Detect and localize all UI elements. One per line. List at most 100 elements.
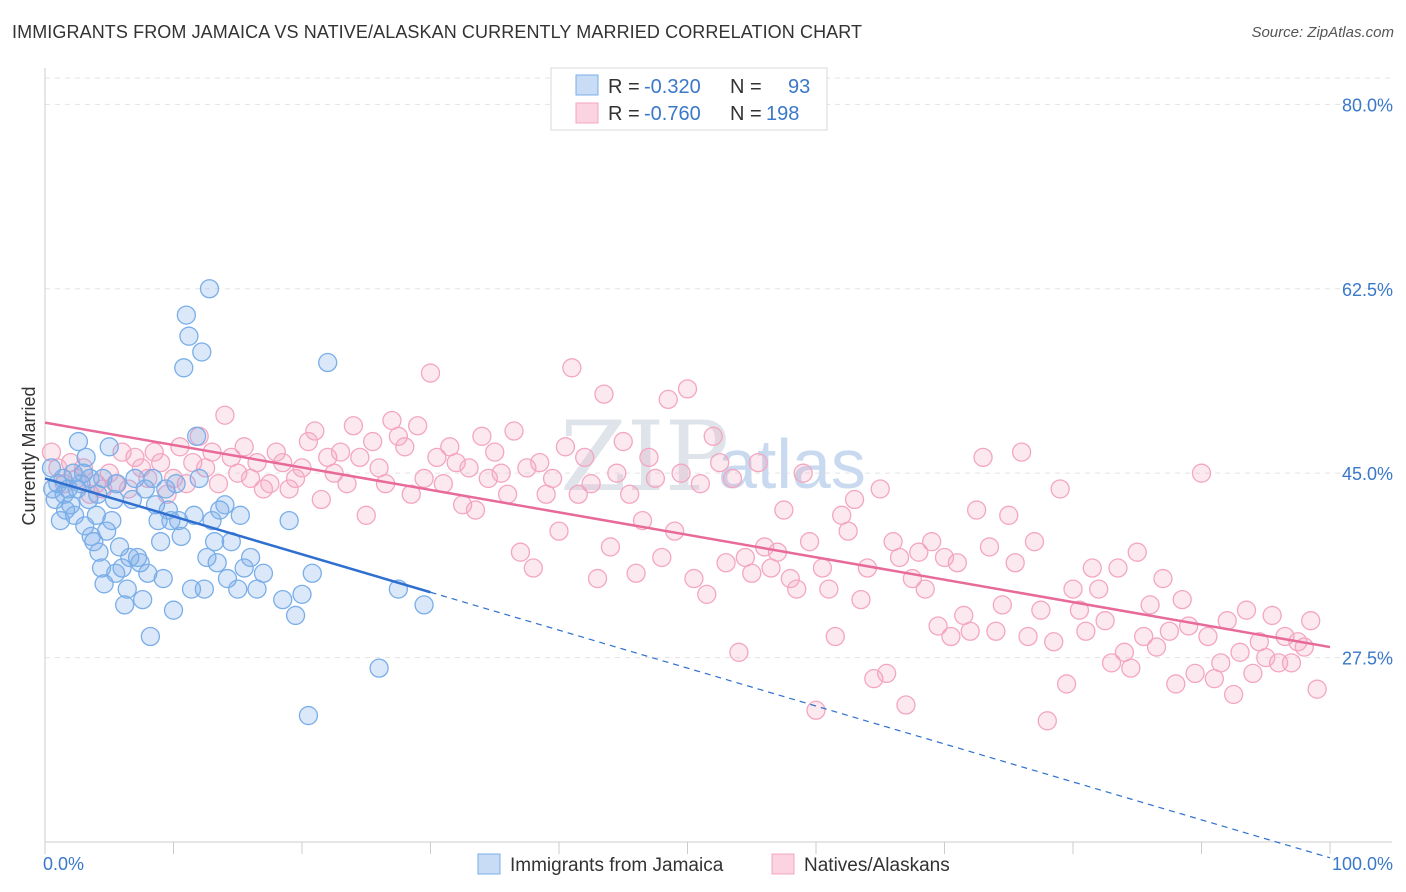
point-natives-35	[266, 442, 286, 462]
series-natives-alaskans	[41, 358, 1327, 731]
point-natives-103	[703, 426, 723, 446]
y-axis-label: Currently Married	[19, 386, 39, 525]
point-natives-177	[1179, 616, 1199, 636]
point-natives-146	[979, 537, 1000, 557]
point-jamaica-35	[112, 558, 132, 578]
series-immigrants-jamaica	[41, 279, 434, 726]
correlation-legend: R = -0.320 N = 93 R = -0.760 N = 198	[550, 67, 828, 131]
point-natives-73	[510, 542, 531, 562]
point-natives-117	[793, 463, 813, 483]
bottom-legend-label-jamaica: Immigrants from Jamaica	[510, 855, 724, 876]
point-jamaica-80	[240, 547, 261, 568]
point-natives-129	[870, 479, 890, 499]
point-natives-143	[960, 621, 980, 641]
point-natives-124	[838, 521, 858, 541]
point-natives-176	[1172, 589, 1192, 610]
point-jamaica-73	[210, 500, 230, 520]
point-natives-138	[928, 616, 948, 636]
point-jamaica-70	[202, 510, 222, 531]
point-jamaica-45	[138, 563, 158, 583]
point-natives-102	[697, 584, 717, 605]
point-natives-175	[1166, 674, 1186, 694]
point-jamaica-42	[130, 553, 150, 573]
point-natives-57	[407, 416, 428, 436]
point-jamaica-58	[171, 526, 191, 547]
bottom-legend-swatch-jamaica	[477, 853, 501, 875]
point-natives-197	[1307, 679, 1327, 699]
point-natives-156	[1044, 632, 1064, 652]
point-natives-136	[915, 579, 935, 599]
point-natives-85	[587, 568, 608, 589]
point-jamaica-67	[194, 579, 214, 599]
point-jamaica-15	[73, 463, 94, 483]
point-jamaica-82	[253, 563, 274, 583]
point-natives-110	[748, 452, 768, 473]
point-natives-170	[1134, 626, 1154, 647]
legend-r-label-1: R =	[608, 76, 640, 98]
legend-swatch-jamaica	[575, 74, 599, 96]
point-jamaica-65	[189, 468, 209, 489]
point-natives-96	[658, 389, 678, 410]
point-jamaica-41	[127, 547, 148, 568]
point-natives-137	[922, 532, 942, 552]
point-natives-155	[1037, 711, 1057, 731]
point-natives-84	[581, 474, 601, 494]
point-natives-75	[523, 558, 543, 578]
point-natives-133	[896, 695, 916, 715]
point-jamaica-30	[102, 510, 122, 531]
point-natives-13	[125, 447, 145, 468]
point-natives-164	[1095, 611, 1115, 631]
point-natives-45	[330, 442, 351, 462]
point-natives-130	[877, 663, 897, 684]
legend-n-value-2: 198	[766, 103, 799, 125]
point-natives-76	[530, 452, 550, 473]
point-jamaica-88	[302, 563, 322, 583]
point-natives-48	[350, 447, 370, 468]
trend-lines	[44, 421, 1331, 859]
watermark: ZIP atlas	[560, 401, 866, 513]
point-jamaica-83	[273, 589, 293, 610]
point-natives-94	[645, 468, 666, 489]
point-jamaica-64	[186, 426, 207, 446]
point-natives-119	[806, 700, 826, 720]
point-natives-55	[395, 437, 415, 457]
point-natives-126	[851, 589, 871, 610]
point-natives-149	[999, 505, 1019, 525]
point-natives-187	[1243, 663, 1263, 684]
point-natives-101	[690, 474, 710, 494]
point-jamaica-55	[163, 600, 184, 620]
point-natives-122	[825, 626, 845, 647]
point-natives-115	[780, 568, 800, 589]
point-natives-135	[909, 542, 929, 562]
point-jamaica-51	[153, 568, 173, 589]
point-natives-141	[947, 553, 967, 573]
point-natives-160	[1069, 600, 1090, 620]
point-jamaica-77	[228, 579, 248, 599]
point-jamaica-20	[81, 526, 101, 547]
point-natives-184	[1223, 684, 1244, 705]
point-natives-105	[716, 553, 736, 573]
point-jamaica-29	[99, 437, 119, 457]
point-natives-196	[1301, 611, 1321, 631]
series-legend: Immigrants from Jamaica Natives/Alaskans	[477, 853, 950, 876]
point-natives-100	[684, 568, 704, 589]
point-jamaica-21	[84, 532, 104, 552]
y-tick-label-3: 80.0%	[1342, 95, 1393, 115]
point-natives-59	[420, 363, 441, 383]
point-natives-50	[363, 431, 383, 452]
chart-title: IMMIGRANTS FROM JAMAICA VS NATIVE/ALASKA…	[12, 22, 863, 42]
watermark-zip: ZIP	[560, 401, 729, 513]
point-jamaica-84	[279, 510, 299, 531]
point-natives-147	[986, 621, 1006, 641]
point-jamaica-78	[230, 505, 250, 525]
legend-n-label-2: N =	[730, 103, 762, 125]
point-jamaica-56	[166, 474, 186, 494]
point-natives-90	[620, 484, 640, 504]
point-natives-58	[414, 468, 434, 489]
point-jamaica-33	[107, 474, 127, 494]
point-natives-148	[992, 595, 1012, 615]
point-jamaica-47	[143, 468, 163, 489]
point-natives-144	[966, 500, 987, 520]
point-natives-157	[1050, 479, 1070, 499]
point-natives-125	[844, 489, 865, 510]
